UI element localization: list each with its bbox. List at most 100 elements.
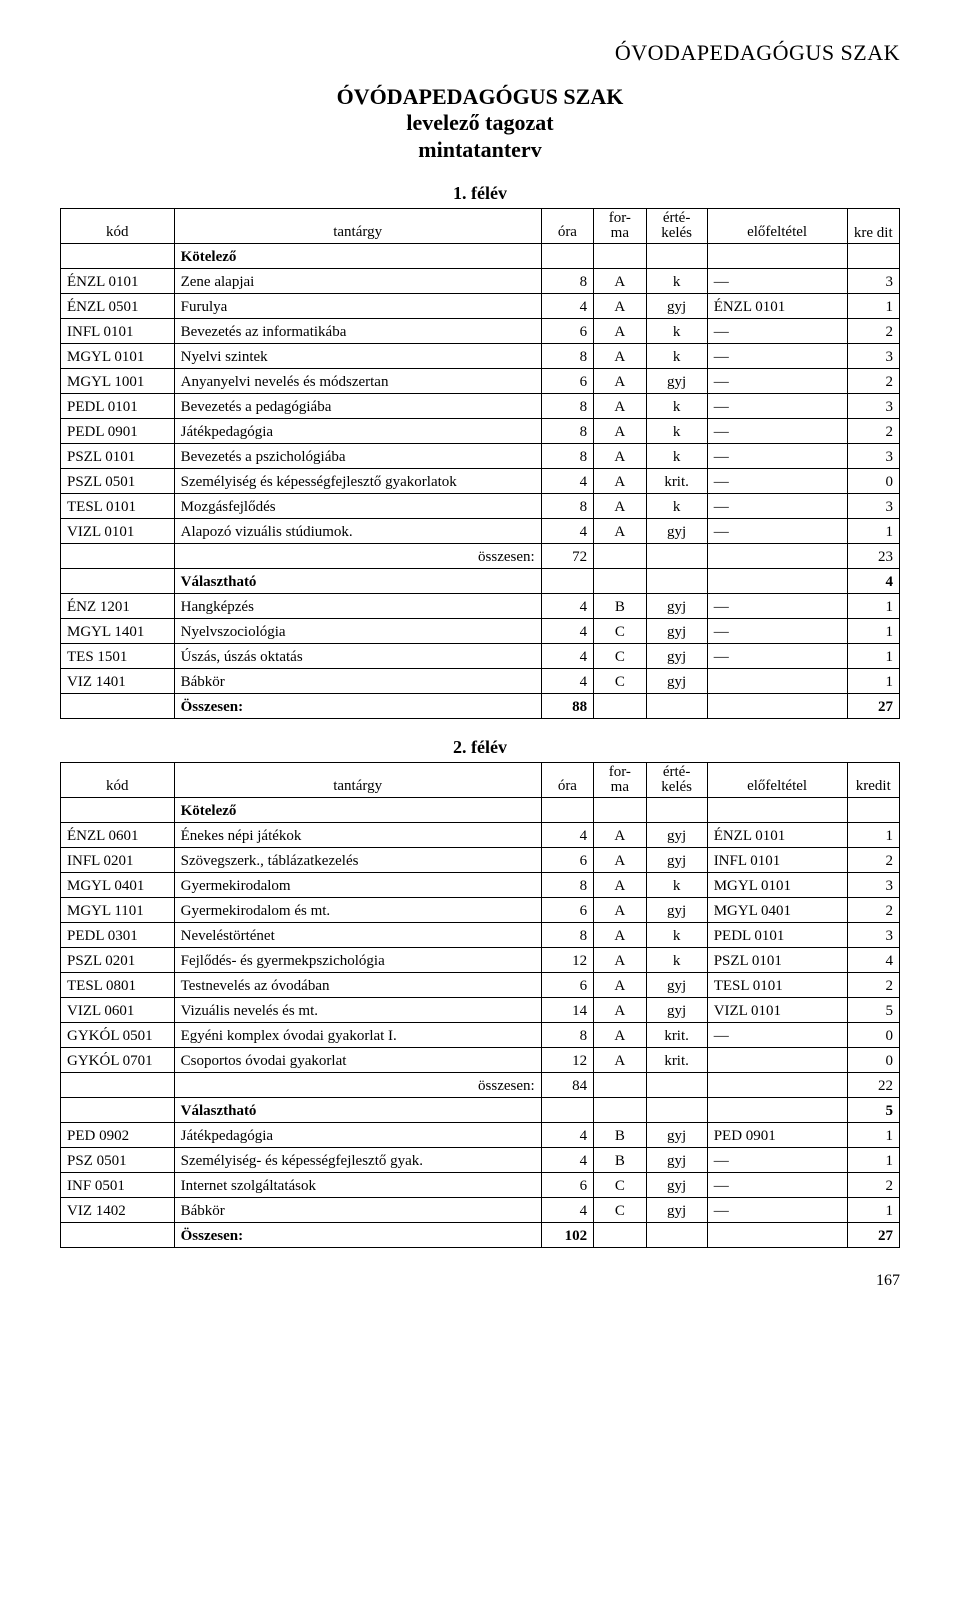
table-row: ÉNZL 0501Furulya4AgyjÉNZL 01011 bbox=[61, 294, 900, 319]
cell-kod: VIZL 0101 bbox=[61, 519, 175, 544]
cell-ertek: gyj bbox=[646, 848, 707, 873]
cell-tantargy: Gyermekirodalom és mt. bbox=[174, 898, 541, 923]
cell-ertek: k bbox=[646, 444, 707, 469]
cell-forma: A bbox=[594, 294, 646, 319]
cell-empty bbox=[594, 694, 646, 719]
cell-kredit: 2 bbox=[847, 419, 899, 444]
cell-tantargy: Játékpedagógia bbox=[174, 419, 541, 444]
cell-elofeltetel: — bbox=[707, 319, 847, 344]
cell-forma: A bbox=[594, 419, 646, 444]
cell-tantargy: Bevezetés a pedagógiába bbox=[174, 394, 541, 419]
cell-kod: VIZ 1402 bbox=[61, 1198, 175, 1223]
table-row: INFL 0101Bevezetés az informatikába6Ak—2 bbox=[61, 319, 900, 344]
cell-forma: A bbox=[594, 369, 646, 394]
cell-tantargy: Alapozó vizuális stúdiumok. bbox=[174, 519, 541, 544]
sum-kredit: 23 bbox=[847, 544, 899, 569]
cell-forma: C bbox=[594, 644, 646, 669]
sum-kredit: 27 bbox=[847, 694, 899, 719]
section-row: Kötelező bbox=[61, 798, 900, 823]
col-ertek: érté- kelés bbox=[646, 763, 707, 798]
cell-kredit: 3 bbox=[847, 269, 899, 294]
cell-ora: 6 bbox=[541, 319, 593, 344]
cell-kredit: 2 bbox=[847, 848, 899, 873]
cell-elofeltetel: ÉNZL 0101 bbox=[707, 823, 847, 848]
cell-elofeltetel: — bbox=[707, 419, 847, 444]
cell-elofeltetel: — bbox=[707, 594, 847, 619]
table-row: PSZL 0501Személyiség és képességfejleszt… bbox=[61, 469, 900, 494]
cell-empty bbox=[646, 798, 707, 823]
cell-ertek: gyj bbox=[646, 294, 707, 319]
cell-ora: 4 bbox=[541, 519, 593, 544]
cell-empty bbox=[594, 798, 646, 823]
cell-ora: 8 bbox=[541, 873, 593, 898]
section-label: Kötelező bbox=[174, 798, 541, 823]
cell-empty bbox=[61, 569, 175, 594]
cell-forma: A bbox=[594, 394, 646, 419]
semester-1-title: 1. félév bbox=[60, 183, 900, 204]
cell-empty bbox=[646, 569, 707, 594]
cell-empty bbox=[61, 1223, 175, 1248]
table-row: MGYL 1101Gyermekirodalom és mt.6AgyjMGYL… bbox=[61, 898, 900, 923]
table-row: MGYL 1401Nyelvszociológia4Cgyj—1 bbox=[61, 619, 900, 644]
cell-elofeltetel: — bbox=[707, 1023, 847, 1048]
table-row: PSZL 0101Bevezetés a pszichológiába8Ak—3 bbox=[61, 444, 900, 469]
cell-forma: A bbox=[594, 998, 646, 1023]
cell-ora: 4 bbox=[541, 1148, 593, 1173]
cell-kredit: 1 bbox=[847, 1123, 899, 1148]
table-header-row: kód tantárgy óra for- ma érté- kelés elő… bbox=[61, 209, 900, 244]
cell-kredit: 3 bbox=[847, 344, 899, 369]
cell-forma: A bbox=[594, 494, 646, 519]
cell-empty bbox=[61, 244, 175, 269]
cell-empty bbox=[707, 694, 847, 719]
col-tantargy: tantárgy bbox=[174, 763, 541, 798]
cell-kredit: 3 bbox=[847, 923, 899, 948]
cell-ertek: gyj bbox=[646, 594, 707, 619]
cell-kredit: 1 bbox=[847, 1148, 899, 1173]
table-row: PEDL 0901Játékpedagógia8Ak—2 bbox=[61, 419, 900, 444]
cell-ora: 4 bbox=[541, 294, 593, 319]
cell-ora: 6 bbox=[541, 973, 593, 998]
cell-forma: A bbox=[594, 948, 646, 973]
cell-ertek: k bbox=[646, 873, 707, 898]
cell-kredit: 0 bbox=[847, 469, 899, 494]
cell-elofeltetel: — bbox=[707, 1198, 847, 1223]
sum-kredit: 27 bbox=[847, 1223, 899, 1248]
semester-2-title: 2. félév bbox=[60, 737, 900, 758]
cell-empty bbox=[646, 1073, 707, 1098]
cell-forma: A bbox=[594, 344, 646, 369]
col-kod: kód bbox=[61, 763, 175, 798]
cell-ora: 4 bbox=[541, 469, 593, 494]
cell-tantargy: Bábkör bbox=[174, 669, 541, 694]
col-kredit: kredit bbox=[847, 763, 899, 798]
cell-ora: 4 bbox=[541, 1123, 593, 1148]
cell-kod: TESL 0801 bbox=[61, 973, 175, 998]
sum-ora: 84 bbox=[541, 1073, 593, 1098]
cell-ertek: gyj bbox=[646, 823, 707, 848]
cell-empty bbox=[707, 569, 847, 594]
table-row: TES 1501Úszás, úszás oktatás4Cgyj—1 bbox=[61, 644, 900, 669]
cell-ora: 6 bbox=[541, 1173, 593, 1198]
cell-empty bbox=[646, 244, 707, 269]
table-row: PED 0902Játékpedagógia4BgyjPED 09011 bbox=[61, 1123, 900, 1148]
cell-ertek: krit. bbox=[646, 1023, 707, 1048]
cell-tantargy: Gyermekirodalom bbox=[174, 873, 541, 898]
cell-kod: ÉNZL 0501 bbox=[61, 294, 175, 319]
cell-tantargy: Furulya bbox=[174, 294, 541, 319]
section-kredit: 5 bbox=[847, 1098, 899, 1123]
cell-ora: 8 bbox=[541, 494, 593, 519]
cell-forma: B bbox=[594, 594, 646, 619]
cell-empty bbox=[61, 798, 175, 823]
cell-kod: PED 0902 bbox=[61, 1123, 175, 1148]
table-row: TESL 0101Mozgásfejlődés8Ak—3 bbox=[61, 494, 900, 519]
page-number: 167 bbox=[60, 1272, 900, 1290]
cell-kredit: 3 bbox=[847, 873, 899, 898]
sum-label: Összesen: bbox=[174, 1223, 541, 1248]
cell-ertek: k bbox=[646, 344, 707, 369]
cell-kredit: 3 bbox=[847, 394, 899, 419]
sum-kredit: 22 bbox=[847, 1073, 899, 1098]
cell-tantargy: Nyelvi szintek bbox=[174, 344, 541, 369]
cell-ertek: k bbox=[646, 269, 707, 294]
col-kod: kód bbox=[61, 209, 175, 244]
table-row: INFL 0201Szövegszerk., táblázatkezelés6A… bbox=[61, 848, 900, 873]
cell-elofeltetel bbox=[707, 1048, 847, 1073]
